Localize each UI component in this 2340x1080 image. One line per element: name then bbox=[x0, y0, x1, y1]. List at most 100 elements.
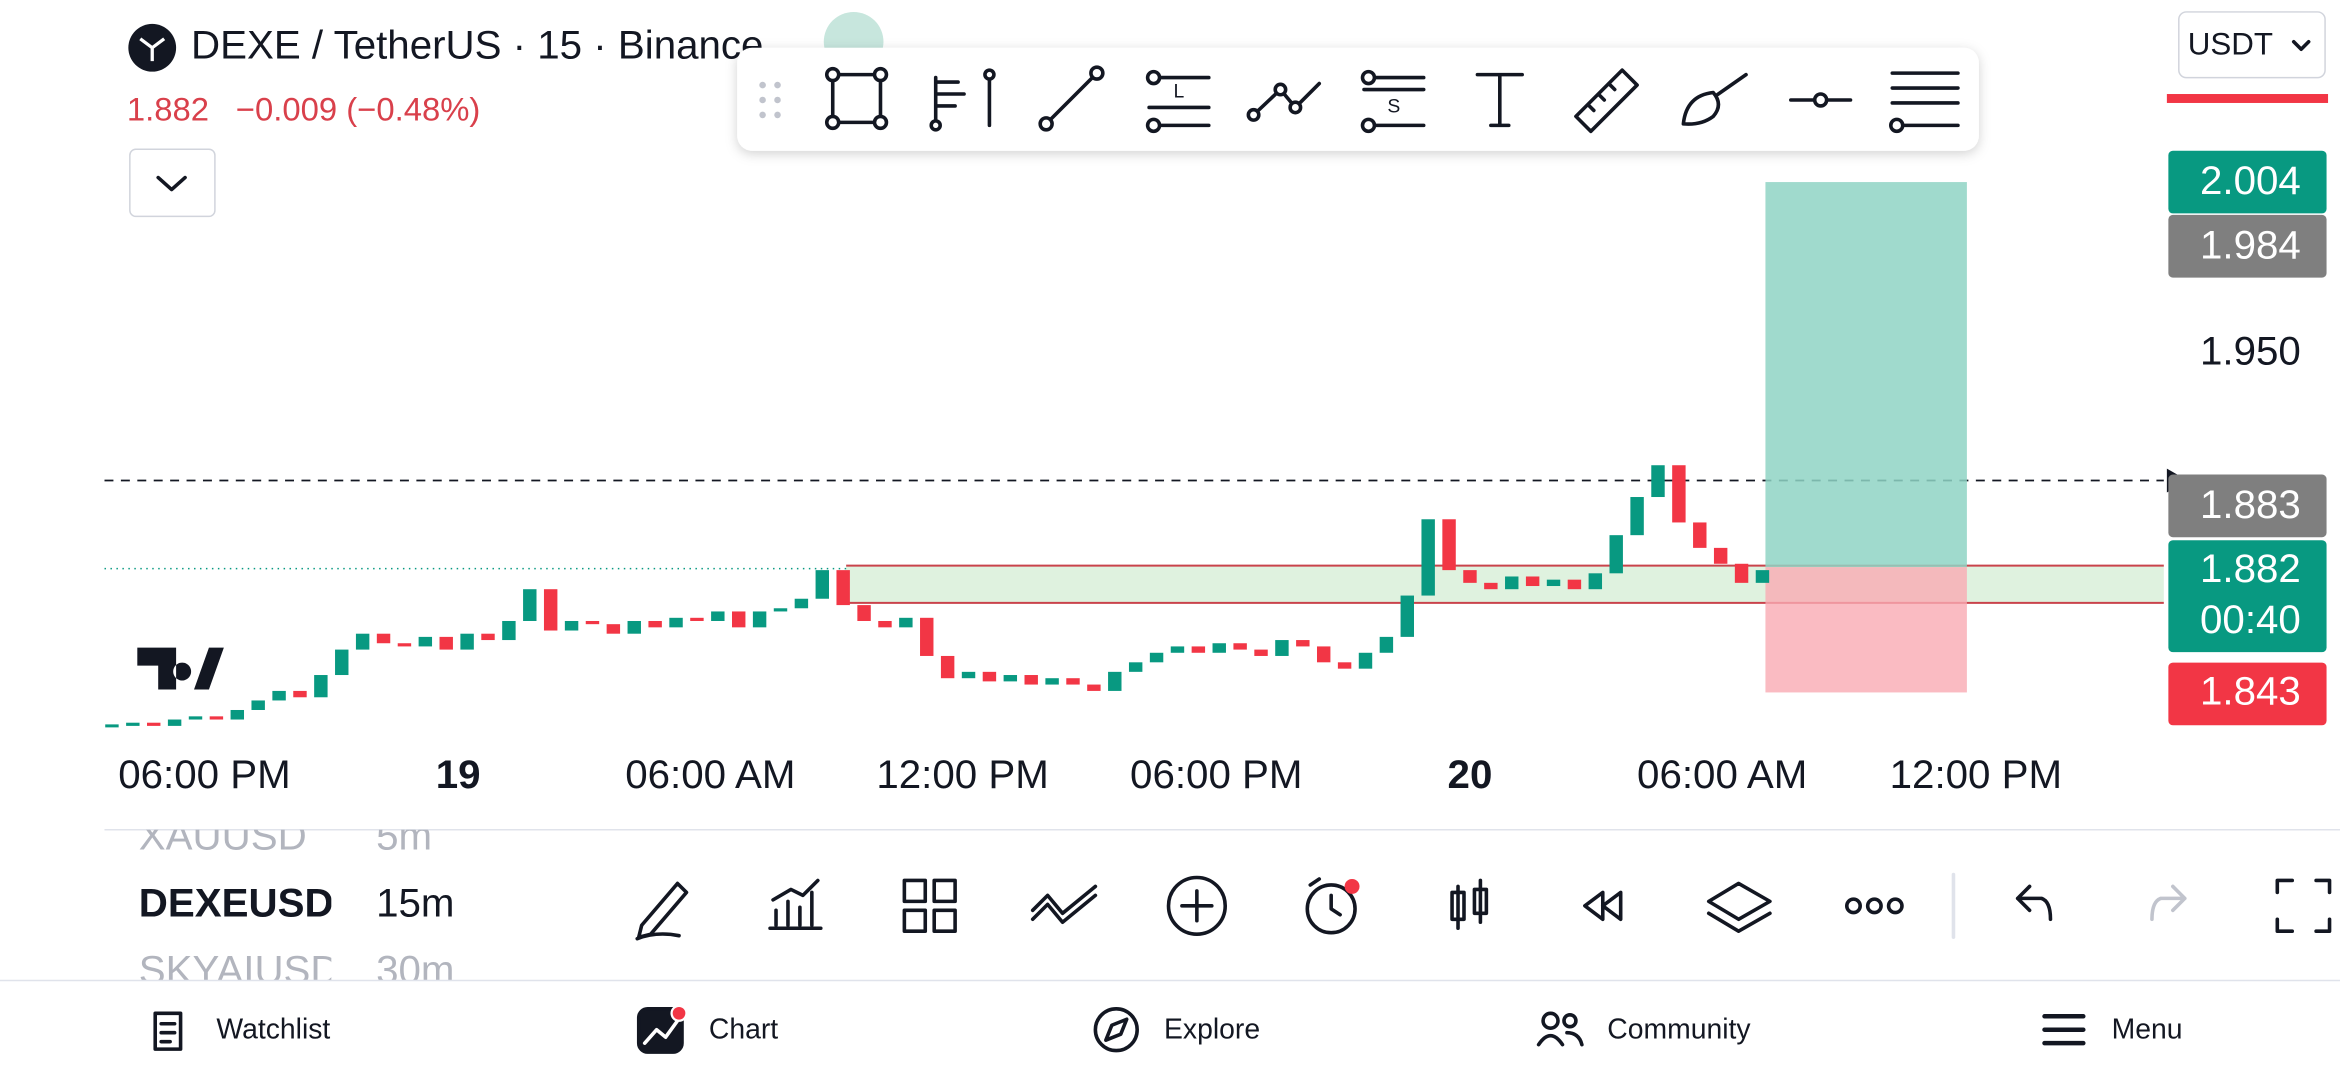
expand-button[interactable] bbox=[129, 148, 216, 218]
candle bbox=[1672, 465, 1686, 523]
anchor-tool[interactable] bbox=[1789, 92, 1853, 108]
rectangle-tool[interactable] bbox=[824, 66, 889, 131]
candle bbox=[920, 617, 934, 656]
candle bbox=[105, 724, 119, 728]
candle bbox=[1567, 579, 1582, 590]
candle bbox=[126, 722, 140, 726]
stop-tag bbox=[2168, 662, 2327, 726]
candle bbox=[1212, 643, 1226, 653]
currency-select[interactable] bbox=[2178, 11, 2326, 79]
price-tag: 1.984 bbox=[2200, 222, 2301, 267]
watch-interval: 5m bbox=[376, 813, 432, 858]
drawing-toolbar: L S bbox=[737, 47, 1979, 151]
candle bbox=[1045, 678, 1059, 685]
candle bbox=[188, 716, 203, 720]
watchlist-icon bbox=[153, 1011, 183, 1051]
candle bbox=[1734, 563, 1749, 583]
fullscreen-button[interactable] bbox=[2275, 878, 2332, 934]
more-button[interactable] bbox=[1844, 897, 1904, 915]
tag bbox=[2168, 474, 2327, 538]
candle bbox=[1087, 684, 1101, 691]
candle bbox=[1505, 576, 1519, 590]
alert-button[interactable] bbox=[1305, 877, 1357, 935]
candle bbox=[836, 570, 850, 606]
candle bbox=[460, 633, 474, 650]
nav-watchlist[interactable]: Watchlist bbox=[216, 1014, 330, 1046]
candle bbox=[669, 617, 683, 628]
candle bbox=[439, 636, 453, 650]
redo-button[interactable] bbox=[2150, 884, 2187, 922]
watchlist: XAUUSD DEXEUSD SKYAIUSD 5m 15m 30m bbox=[139, 813, 455, 981]
nav-menu[interactable]: Menu bbox=[2112, 1014, 2183, 1046]
candle bbox=[1191, 646, 1206, 653]
chart-type-button[interactable] bbox=[1450, 878, 1489, 931]
layout-button[interactable] bbox=[902, 878, 957, 934]
candle bbox=[1463, 570, 1477, 583]
add-button[interactable] bbox=[1166, 875, 1228, 936]
more-tool[interactable] bbox=[1889, 71, 1960, 134]
indicators-button[interactable] bbox=[768, 878, 823, 931]
price-scale: 2.004 1.984 1.883 1.882 00:40 1.843 1.95… bbox=[2166, 150, 2327, 726]
tool-letter: S bbox=[1387, 96, 1400, 118]
candle bbox=[627, 620, 641, 634]
trend-line-tool[interactable] bbox=[1038, 65, 1105, 132]
candle bbox=[1128, 662, 1143, 672]
price-marker bbox=[2166, 94, 2329, 103]
badge bbox=[1344, 878, 1360, 894]
price-change: −0.009 (−0.48%) bbox=[236, 91, 481, 128]
path-tool[interactable] bbox=[1246, 81, 1322, 122]
candle bbox=[481, 633, 495, 641]
chevron bbox=[2291, 39, 2311, 52]
drag-handle[interactable] bbox=[759, 81, 781, 119]
undo-button[interactable] bbox=[2015, 884, 2053, 922]
x-tick-label: 20 bbox=[1448, 752, 1493, 797]
brush-tool[interactable] bbox=[1681, 72, 1748, 126]
logo-mark bbox=[139, 37, 166, 62]
long-tool[interactable] bbox=[1145, 69, 1211, 134]
candle bbox=[564, 620, 579, 631]
nav-chart[interactable]: Chart bbox=[709, 1014, 778, 1046]
nav-explore[interactable]: Explore bbox=[1164, 1014, 1260, 1046]
watch-symbol: XAUUSD bbox=[139, 813, 307, 858]
replay-button[interactable] bbox=[1583, 890, 1623, 922]
candle bbox=[1003, 675, 1018, 682]
tool-letter: L bbox=[1174, 81, 1185, 103]
x-tick-label: 19 bbox=[436, 752, 481, 797]
candle bbox=[543, 589, 558, 631]
candle bbox=[1170, 646, 1185, 653]
watch-symbol: DEXEUSD bbox=[139, 880, 334, 925]
ruler-tool[interactable] bbox=[1574, 68, 1639, 134]
target-tag bbox=[2168, 150, 2327, 214]
fib-tool[interactable] bbox=[929, 68, 996, 132]
candle bbox=[690, 617, 704, 621]
layers-button[interactable] bbox=[1706, 881, 1772, 934]
chart-area bbox=[104, 182, 2164, 728]
candle bbox=[230, 709, 245, 720]
draw-button[interactable] bbox=[635, 881, 689, 941]
candle bbox=[355, 633, 370, 650]
symbol-title[interactable]: DEXE / TetherUS · 15 · Binance bbox=[191, 22, 763, 67]
community-icon bbox=[1541, 1011, 1560, 1031]
text-tool[interactable] bbox=[1475, 72, 1524, 128]
alert-price: 1.883 bbox=[2200, 482, 2301, 527]
candle bbox=[293, 690, 307, 698]
candle bbox=[1254, 649, 1268, 656]
tv-logo bbox=[137, 647, 224, 690]
stop-price: 1.843 bbox=[2200, 669, 2301, 714]
nav-icons bbox=[153, 1004, 2086, 1054]
candle bbox=[1337, 662, 1352, 669]
candle bbox=[1149, 652, 1164, 663]
nav-community[interactable]: Community bbox=[1607, 1014, 1751, 1046]
candle bbox=[752, 611, 767, 628]
candle bbox=[1484, 582, 1498, 590]
long-stop[interactable] bbox=[1765, 567, 1967, 693]
short-tool[interactable] bbox=[1360, 69, 1426, 134]
candle bbox=[1108, 671, 1122, 691]
compare-button[interactable] bbox=[1030, 884, 1098, 925]
current-price: 1.882 bbox=[2200, 546, 2301, 591]
long-target[interactable] bbox=[1765, 182, 1967, 568]
currency-label: USDT bbox=[2188, 27, 2273, 62]
badge bbox=[670, 1004, 688, 1022]
